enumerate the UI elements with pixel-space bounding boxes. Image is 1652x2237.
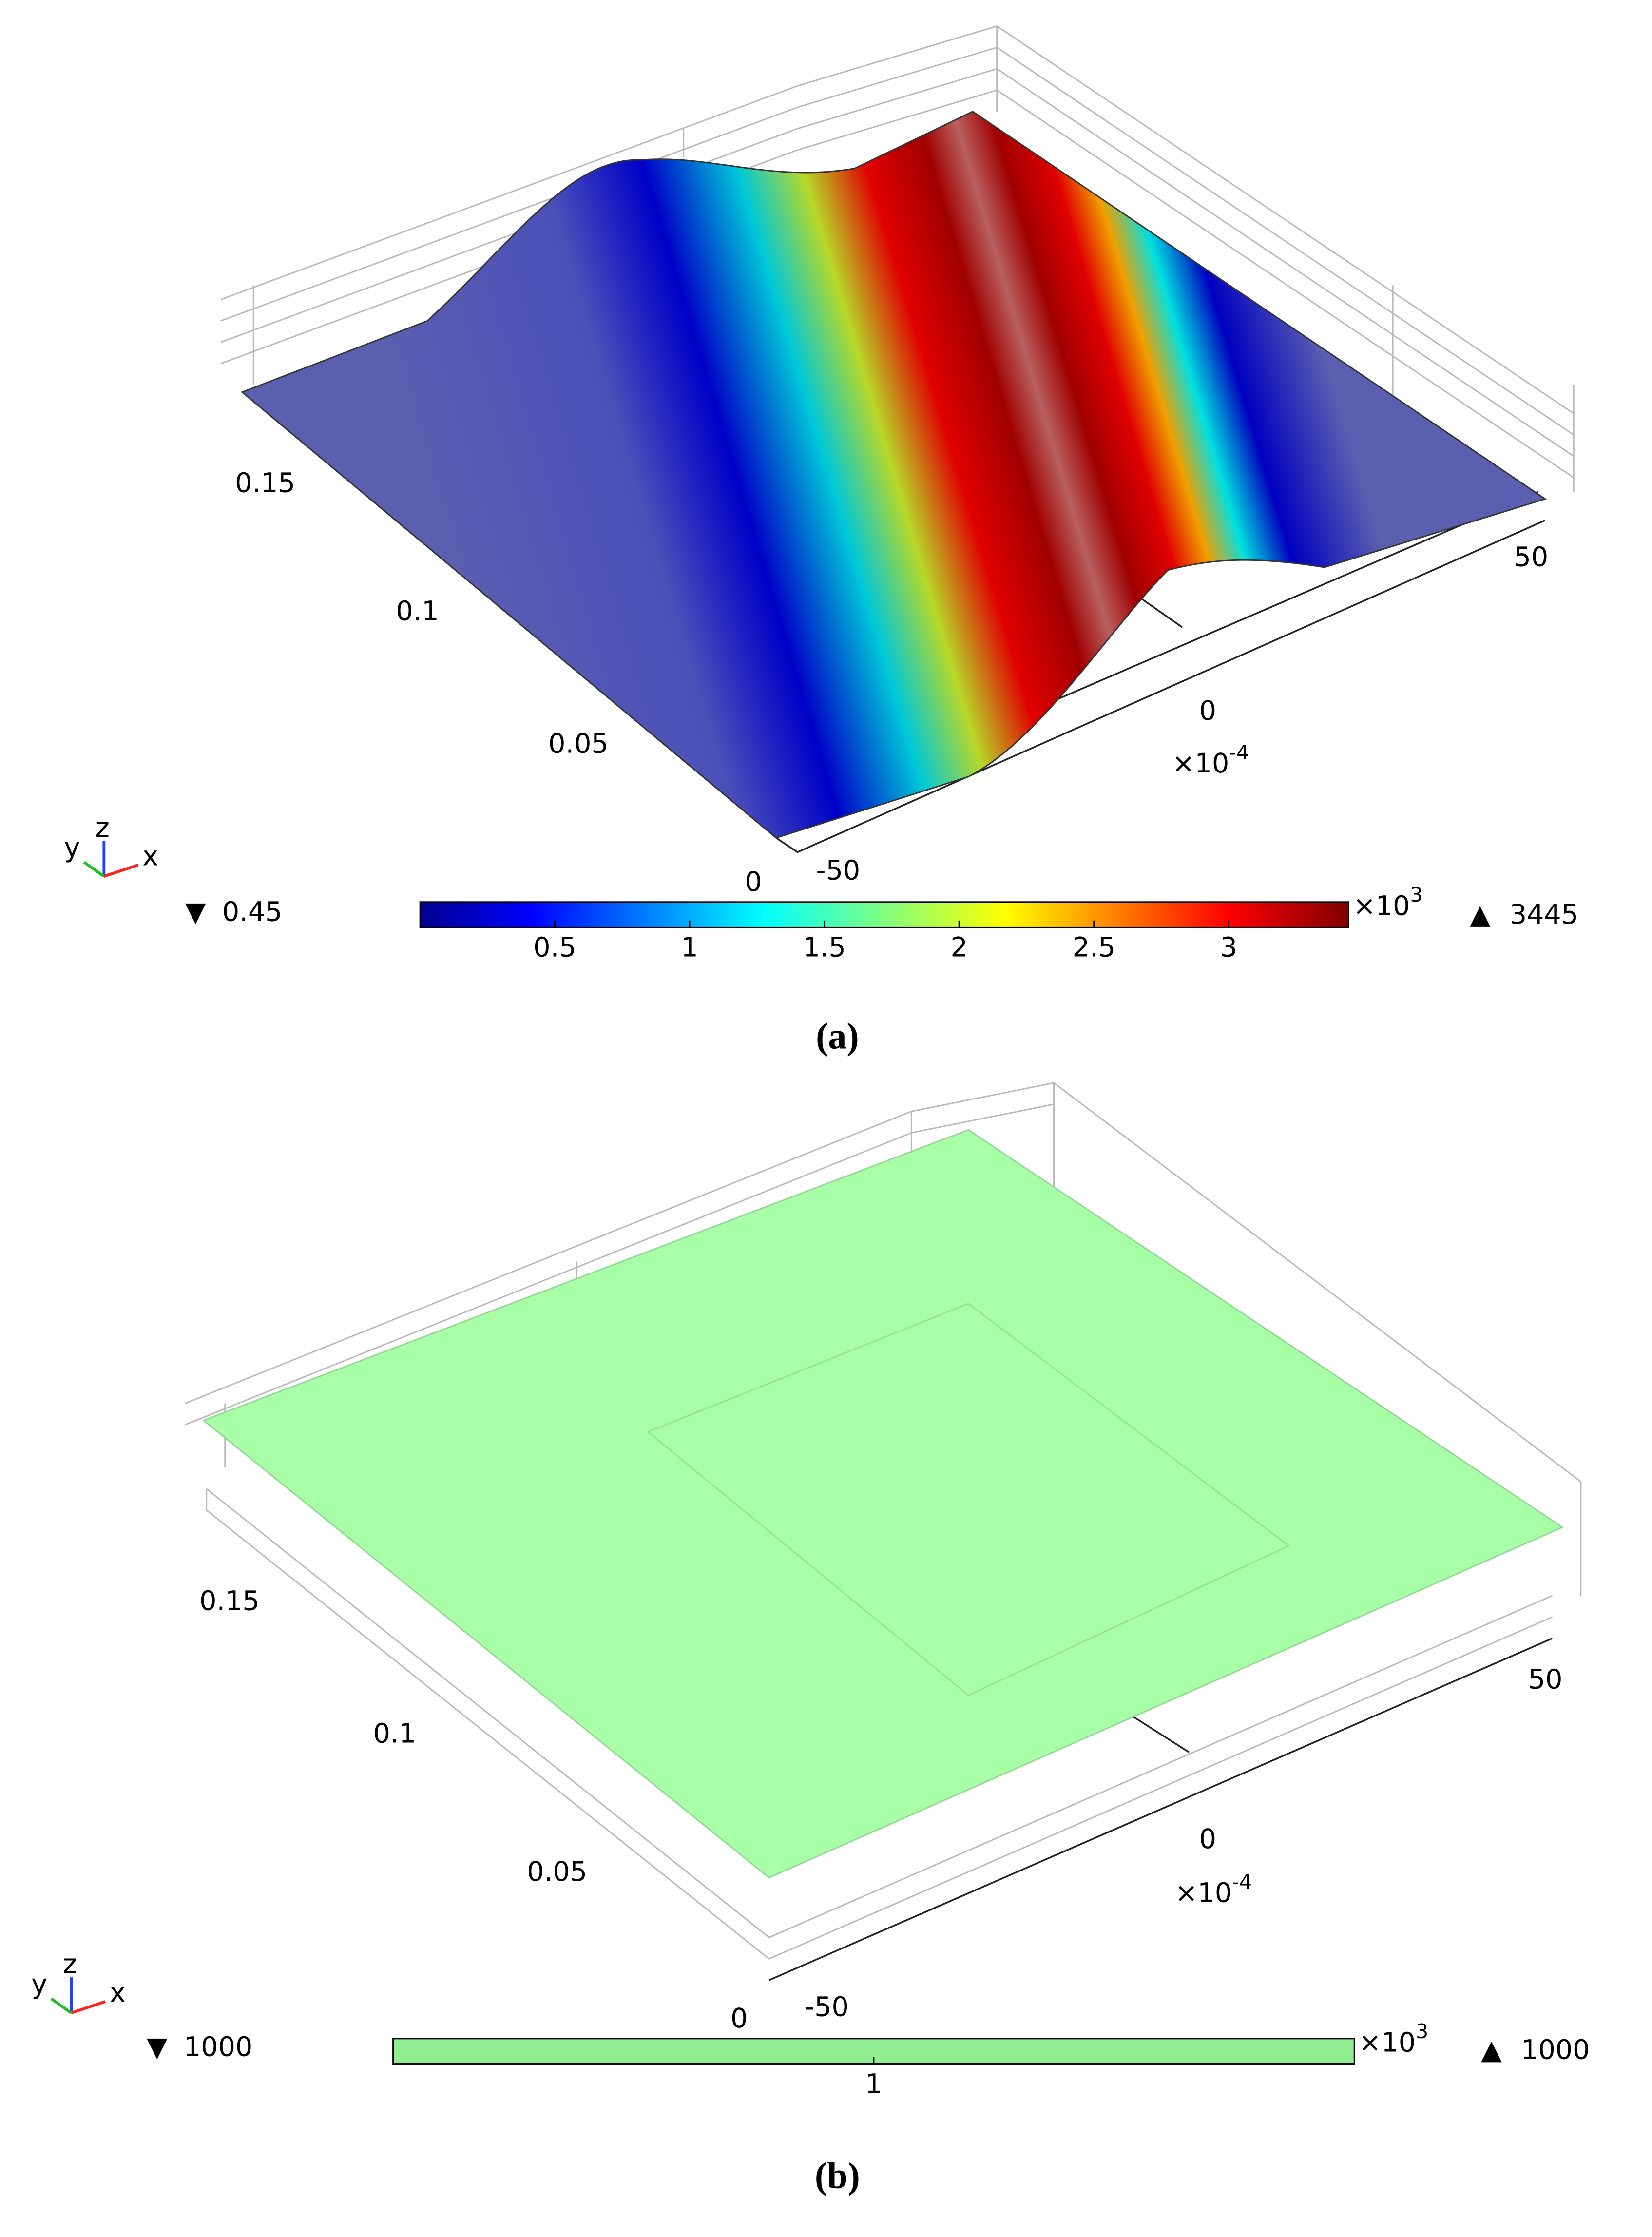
colorbar-tick-label: 1	[681, 931, 698, 963]
colorbar-tick-label: 0.5	[533, 931, 576, 963]
x-axis-label: -50	[816, 855, 861, 887]
x-axis-label: 50	[1528, 1663, 1563, 1695]
triad-label: z	[96, 812, 110, 844]
triad-label: x	[110, 1977, 126, 2008]
colorbar-tick-label: 2	[951, 931, 968, 963]
axis-scale: ×10-4	[1172, 741, 1249, 780]
bounding-box-b	[185, 1082, 1582, 1981]
colorbar-tick-label: 1	[865, 2068, 882, 2100]
surface-plot	[240, 111, 1547, 839]
colorbar	[419, 901, 1349, 928]
scale-exponent: 3	[1416, 2020, 1428, 2043]
scale-base: ×10	[1359, 2027, 1416, 2059]
triad-y	[50, 1997, 72, 2014]
colorbar-scale: ×103	[1353, 883, 1422, 922]
scale-exponent: -4	[1229, 741, 1249, 764]
scale-base: ×10	[1353, 890, 1410, 922]
y-axis-label: 0.1	[373, 1718, 416, 1750]
triad-label: x	[142, 840, 158, 872]
bounding-box-b-inner	[647, 1303, 1290, 1697]
y-axis-label: 0	[745, 866, 762, 898]
y-axis-label: 0.05	[548, 728, 609, 759]
min-marker: ▼	[147, 2031, 168, 2063]
max-marker: ▲	[1481, 2034, 1502, 2065]
triad-y	[83, 861, 105, 878]
colorbar-max: 3445	[1510, 899, 1578, 930]
x-axis-label: 0	[1199, 695, 1216, 727]
scale-exponent: 3	[1410, 883, 1422, 906]
bounding-box-a	[220, 25, 1575, 853]
x-axis-label: 50	[1514, 541, 1549, 573]
scale-base: ×10	[1175, 1877, 1232, 1909]
triad-x	[71, 2000, 106, 2015]
colorbar-min: 0.45	[222, 896, 283, 927]
y-axis-label: 0.15	[235, 467, 295, 499]
x-axis-label: -50	[805, 1991, 849, 2023]
y-axis-label: 0.05	[527, 1856, 587, 1888]
scale-base: ×10	[1172, 748, 1229, 779]
y-axis-label: 0.15	[199, 1585, 260, 1617]
triad-label: z	[63, 1948, 77, 1980]
colorbar-min: 1000	[184, 2031, 252, 2063]
scale-exponent: -4	[1232, 1870, 1252, 1893]
colorbar-tick-label: 1.5	[803, 931, 845, 963]
colorbar-tick-label: 2.5	[1073, 931, 1115, 963]
axis-scale: ×10-4	[1175, 1870, 1252, 1909]
triad-label: y	[31, 1968, 47, 2000]
triad-label: y	[64, 832, 80, 864]
x-axis-label: 0	[1199, 1823, 1216, 1855]
min-marker: ▼	[185, 896, 206, 927]
y-axis-label: 0	[730, 2003, 748, 2034]
colorbar-scale: ×103	[1359, 2020, 1428, 2059]
y-axis-label: 0.1	[396, 596, 439, 627]
triad-x	[103, 864, 139, 878]
caption: (b)	[815, 2156, 860, 2197]
colorbar-max: 1000	[1521, 2034, 1590, 2065]
surface-plot	[202, 1129, 1564, 1879]
caption: (a)	[816, 1016, 859, 1057]
max-marker: ▲	[1470, 899, 1491, 930]
colorbar-tick-label: 3	[1220, 931, 1237, 963]
